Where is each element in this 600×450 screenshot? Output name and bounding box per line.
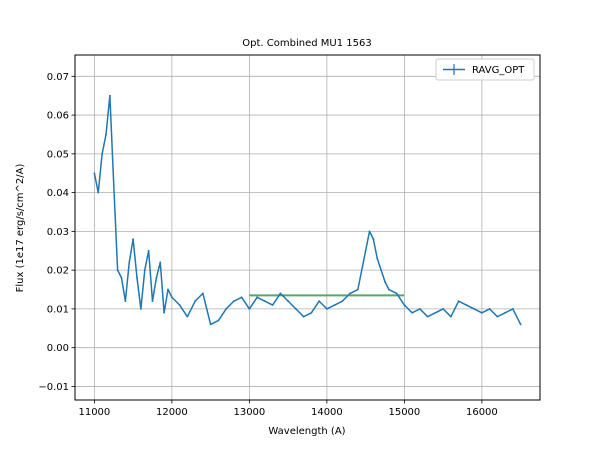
data-point [302,315,305,318]
data-point [488,308,491,310]
data-point [217,319,220,322]
legend-label: RAVG_OPT [472,65,525,76]
data-point [151,300,154,303]
data-point [519,323,522,326]
series-group [93,94,522,326]
data-point [139,308,142,310]
data-point [136,276,138,279]
data-point [496,315,499,318]
data-point [248,308,251,310]
data-point [287,300,290,303]
data-point [201,292,204,295]
data-point [279,292,282,295]
data-point [132,238,135,241]
legend-box [435,58,535,81]
data-point [225,308,228,310]
data-point [457,300,460,303]
y-tick-label: 0.05 [47,149,69,160]
data-point [178,304,181,306]
data-point [411,311,414,314]
data-point [387,288,390,291]
y-tick-label: 0.00 [47,343,69,354]
data-point [112,183,115,186]
data-point [256,296,259,299]
data-point [159,261,162,264]
grid [75,55,540,400]
data-point [442,308,445,310]
y-tick-label: 0.07 [47,72,69,83]
y-tick-label: 0.01 [47,304,69,315]
data-point [120,276,123,279]
data-point [426,315,429,318]
data-point [333,304,336,306]
data-point [97,191,100,194]
data-point [341,300,344,303]
x-tick-label: 14000 [311,407,343,418]
x-tick-label: 11000 [78,407,110,418]
data-point [372,238,375,241]
y-axis-label: Flux (1e17 erg/s/cm^2/A) [15,164,26,293]
data-point [128,261,131,264]
data-point [376,257,379,260]
legend: RAVG_OPT [435,58,535,81]
data-point [511,308,514,310]
data-point [163,311,166,314]
data-point [116,269,119,272]
data-point [93,172,96,175]
x-tick-label: 16000 [466,407,498,418]
y-tick-label: 0.03 [47,227,69,238]
data-point [167,288,169,291]
data-point [395,292,398,295]
data-point [325,308,328,310]
data-point [318,300,321,303]
data-point [465,304,468,306]
data-point [263,300,266,303]
plot-frame [74,54,541,401]
chart-title: Opt. Combined MU1 1563 [242,38,371,49]
data-point [384,280,386,283]
x-tick-label: 15000 [388,407,420,418]
y-tick-label: 0.02 [47,266,69,277]
data-point [108,94,111,97]
data-point [368,230,371,233]
data-point [364,249,367,252]
data-point [170,296,173,299]
data-point [504,311,507,314]
data-point [418,308,421,310]
data-point [101,152,104,155]
series-line [93,94,522,326]
data-point [349,292,352,295]
y-tick-label: 0.06 [47,111,69,122]
data-point [194,300,197,303]
x-axis: 11000 12000 13000 14000 15000 16000 [78,400,498,418]
data-point [271,304,274,306]
data-point [240,296,243,299]
y-tick-label: −0.01 [38,382,69,393]
data-point [449,315,452,318]
y-tick-label: 0.04 [47,188,69,199]
y-axis: −0.01 0.00 0.01 0.02 0.03 0.04 0.05 0.06 0.07 [38,72,75,393]
data-point [356,288,359,291]
data-point [209,323,212,326]
x-tick-label: 13000 [233,407,265,418]
data-point [480,311,483,314]
data-point [403,304,406,306]
data-point [434,311,437,314]
data-point [310,311,313,314]
data-point [147,249,150,252]
data-point [143,269,146,272]
data-point [473,308,476,310]
data-point [380,269,383,272]
x-axis-label: Wavelength (A) [268,426,345,437]
data-point [124,300,127,303]
x-tick-label: 12000 [156,407,188,418]
data-point [155,276,158,279]
data-point [186,315,189,318]
data-point [294,308,297,310]
data-point [232,300,235,303]
data-point [105,133,107,136]
